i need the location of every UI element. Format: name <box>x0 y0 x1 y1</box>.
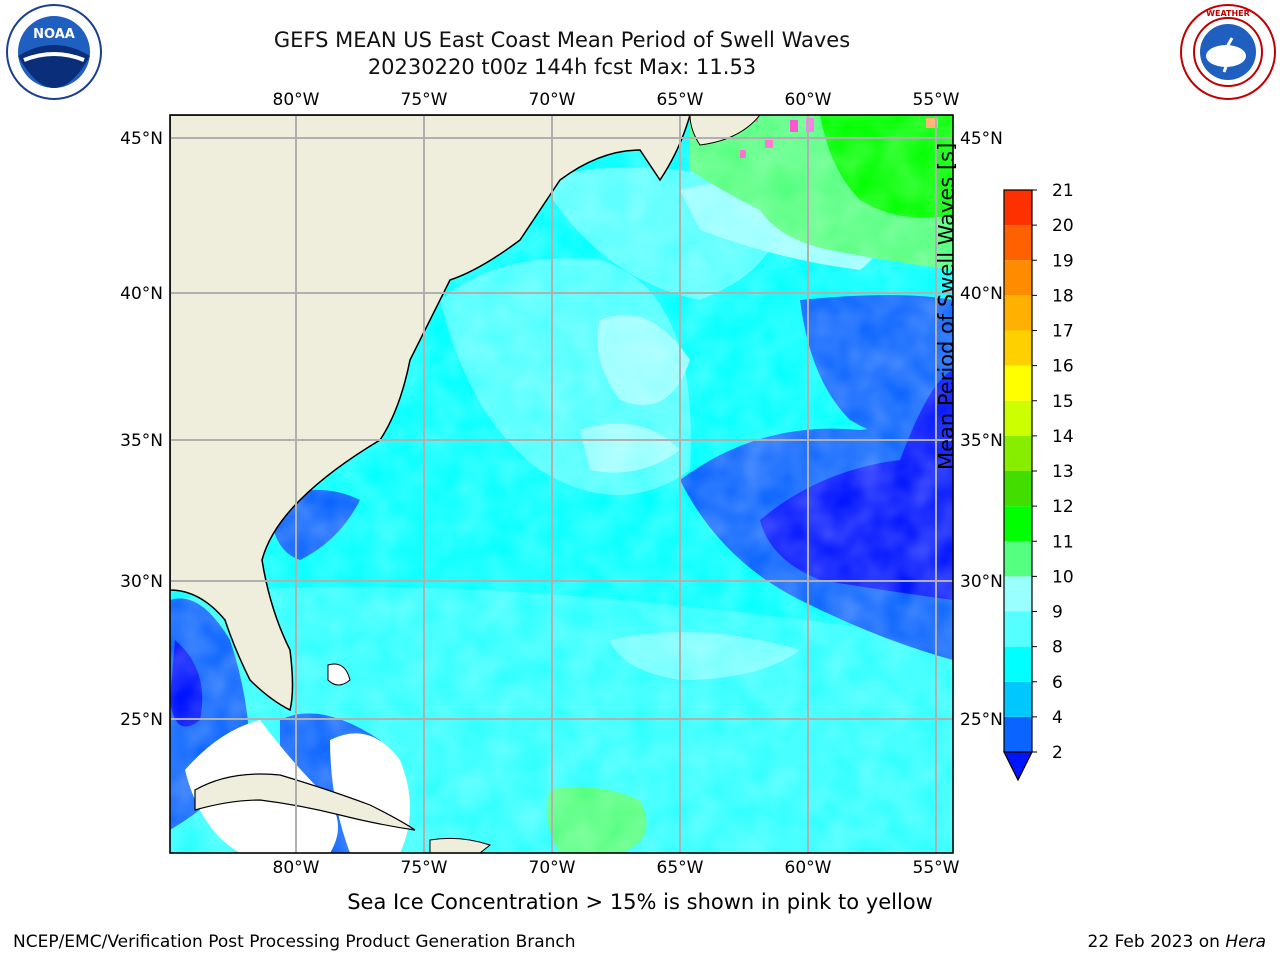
colorbar-tick-label: 18 <box>1052 286 1074 306</box>
colorbar-tick-label: 2 <box>1052 743 1063 763</box>
land-north-america <box>170 115 691 712</box>
noaa-logo: NOAA <box>6 4 102 100</box>
colorbar-tick-label: 14 <box>1052 427 1074 447</box>
lat-tick-left: 25°N <box>120 710 163 730</box>
lon-tick-bottom: 75°W <box>401 858 448 878</box>
lat-tick-right: 30°N <box>960 572 1003 592</box>
colorbar-tick-label: 9 <box>1052 603 1063 623</box>
lon-tick-top: 75°W <box>401 90 448 110</box>
colorbar-segment <box>1004 506 1032 542</box>
colorbar-tick-label: 12 <box>1052 497 1074 517</box>
colorbar-tick-label: 15 <box>1052 392 1074 412</box>
colorbar-segment <box>1004 576 1032 612</box>
lat-tick-left: 45°N <box>120 129 163 149</box>
colorbar-tick-label: 21 <box>1052 181 1074 201</box>
colorbar-segment <box>1004 435 1032 471</box>
lon-tick-top: 65°W <box>657 90 704 110</box>
colorbar-segment <box>1004 295 1032 331</box>
colorbar-segment <box>1004 400 1032 436</box>
lat-tick-left: 30°N <box>120 572 163 592</box>
lat-tick-right: 45°N <box>960 129 1003 149</box>
lat-tick-right: 25°N <box>960 710 1003 730</box>
colorbar-extend-min <box>1003 751 1033 782</box>
map-graticule <box>170 115 953 853</box>
lon-tick-top: 55°W <box>913 90 960 110</box>
colorbar-segment <box>1004 260 1032 296</box>
colorbar-tick-label: 4 <box>1052 708 1063 728</box>
colorbar-tick-label: 19 <box>1052 251 1074 271</box>
lon-tick-bottom: 80°W <box>273 858 320 878</box>
lon-tick-top: 70°W <box>529 90 576 110</box>
lat-tick-left: 40°N <box>120 284 163 304</box>
colorbar-tick-label: 17 <box>1052 322 1074 342</box>
colorbar-segment <box>1004 681 1032 717</box>
footer-date-text: 22 Feb 2023 on <box>1087 932 1226 952</box>
colorbar-tick-label: 10 <box>1052 567 1074 587</box>
lat-tick-left: 35°N <box>120 431 163 451</box>
footer-host: Hera <box>1225 932 1266 952</box>
colorbar-tick-label: 8 <box>1052 638 1063 658</box>
lat-tick-right: 35°N <box>960 431 1003 451</box>
colorbar: 2 4 6 8 9 10 11 12 13 14 15 16 17 18 19 20 21 <box>1003 181 1074 782</box>
svg-text:NOAA: NOAA <box>33 27 75 42</box>
land-hispaniola <box>429 837 492 853</box>
colorbar-segment <box>1004 190 1032 226</box>
colorbar-tick-label: 20 <box>1052 216 1074 236</box>
footer-date: 22 Feb 2023 on Hera <box>1088 932 1266 952</box>
land-bahamas <box>327 663 351 686</box>
colorbar-label: Mean Period of Swell Waves [s] <box>934 142 959 470</box>
lon-tick-top: 60°W <box>785 90 832 110</box>
map-plot-area <box>170 115 953 853</box>
sea-ice-note: Sea Ice Concentration > 15% is shown in … <box>347 890 933 914</box>
colorbar-segment <box>1004 611 1032 647</box>
svg-text:WEATHER: WEATHER <box>1206 9 1250 18</box>
chart-title: GEFS MEAN US East Coast Mean Period of S… <box>273 28 851 52</box>
map-border <box>169 114 954 854</box>
lon-tick-top: 80°W <box>273 90 320 110</box>
lon-tick-bottom: 70°W <box>529 858 576 878</box>
colorbar-segment <box>1004 646 1032 682</box>
lon-tick-bottom: 60°W <box>785 858 832 878</box>
colorbar-segment <box>1004 365 1032 401</box>
map-tick-labels: 80°W 80°W 75°W 75°W 70°W 70°W 65°W 65°W 60°W 60°W… <box>120 90 1003 878</box>
chart-subtitle: 20230220 t00z 144h fcst Max: 11.53 <box>367 55 757 79</box>
footer-credit: NCEP/EMC/Verification Post Processing Pr… <box>13 932 576 952</box>
colorbar-tick-label: 16 <box>1052 357 1074 377</box>
land-cuba <box>194 773 416 831</box>
lat-tick-right: 40°N <box>960 284 1003 304</box>
colorbar-tick-label: 13 <box>1052 462 1074 482</box>
lon-tick-bottom: 65°W <box>657 858 704 878</box>
lon-tick-bottom: 55°W <box>913 858 960 878</box>
colorbar-segment <box>1004 471 1032 507</box>
nws-logo: WEATHER <box>1180 4 1276 100</box>
colorbar-segment <box>1004 541 1032 577</box>
colorbar-segment <box>1004 330 1032 366</box>
colorbar-tick-label: 6 <box>1052 673 1063 693</box>
colorbar-tick-label: 11 <box>1052 532 1074 552</box>
colorbar-segment <box>1004 716 1032 752</box>
colorbar-segment <box>1004 225 1032 261</box>
